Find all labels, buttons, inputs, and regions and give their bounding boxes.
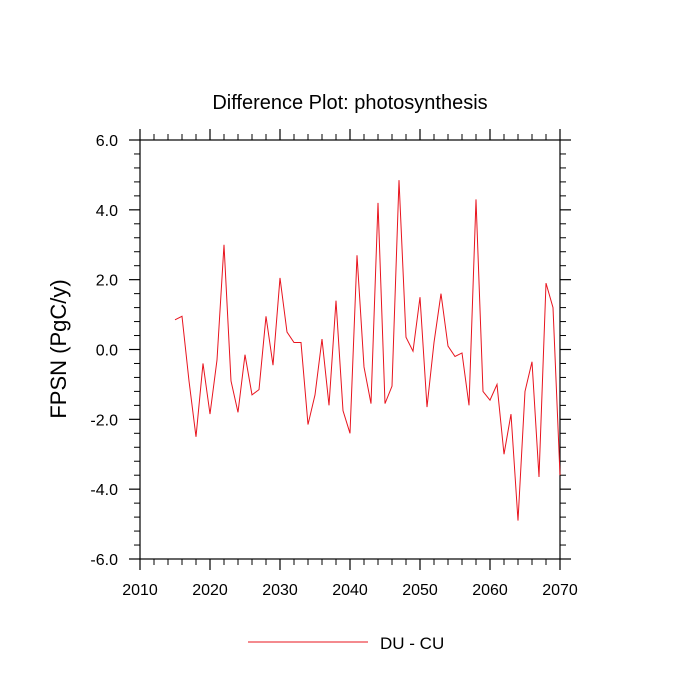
x-tick-label: 2030 (262, 582, 298, 599)
x-tick-label: 2050 (402, 582, 438, 599)
x-tick-label: 2040 (332, 582, 368, 599)
y-tick-label: 4.0 (96, 203, 118, 220)
y-tick-label: 2.0 (96, 273, 118, 290)
axis-ticks (129, 129, 571, 570)
legend: DU - CU (248, 634, 444, 653)
plot-frame (139, 139, 561, 560)
x-tick-label: 2020 (192, 582, 228, 599)
chart-title: Difference Plot: photosynthesis (212, 92, 487, 114)
y-tick-label: -2.0 (90, 412, 118, 429)
y-tick-label: 6.0 (96, 133, 118, 150)
series-line-0 (174, 180, 561, 521)
x-tick-label: 2010 (122, 582, 158, 599)
y-tick-label: -6.0 (90, 552, 118, 569)
axis-tick-labels: 2010 2020 2030 2040 2050 2060 2070 -6.0 -4.0 -2.0… (90, 133, 577, 599)
x-tick-label: 2070 (542, 582, 578, 599)
series-group (174, 180, 561, 521)
y-tick-label: 0.0 (96, 343, 118, 360)
x-tick-label: 2060 (472, 582, 508, 599)
y-axis-label: FPSN (PgC/y) (46, 279, 71, 418)
y-tick-label: -4.0 (90, 482, 118, 499)
legend-label-du-cu: DU - CU (380, 634, 444, 653)
